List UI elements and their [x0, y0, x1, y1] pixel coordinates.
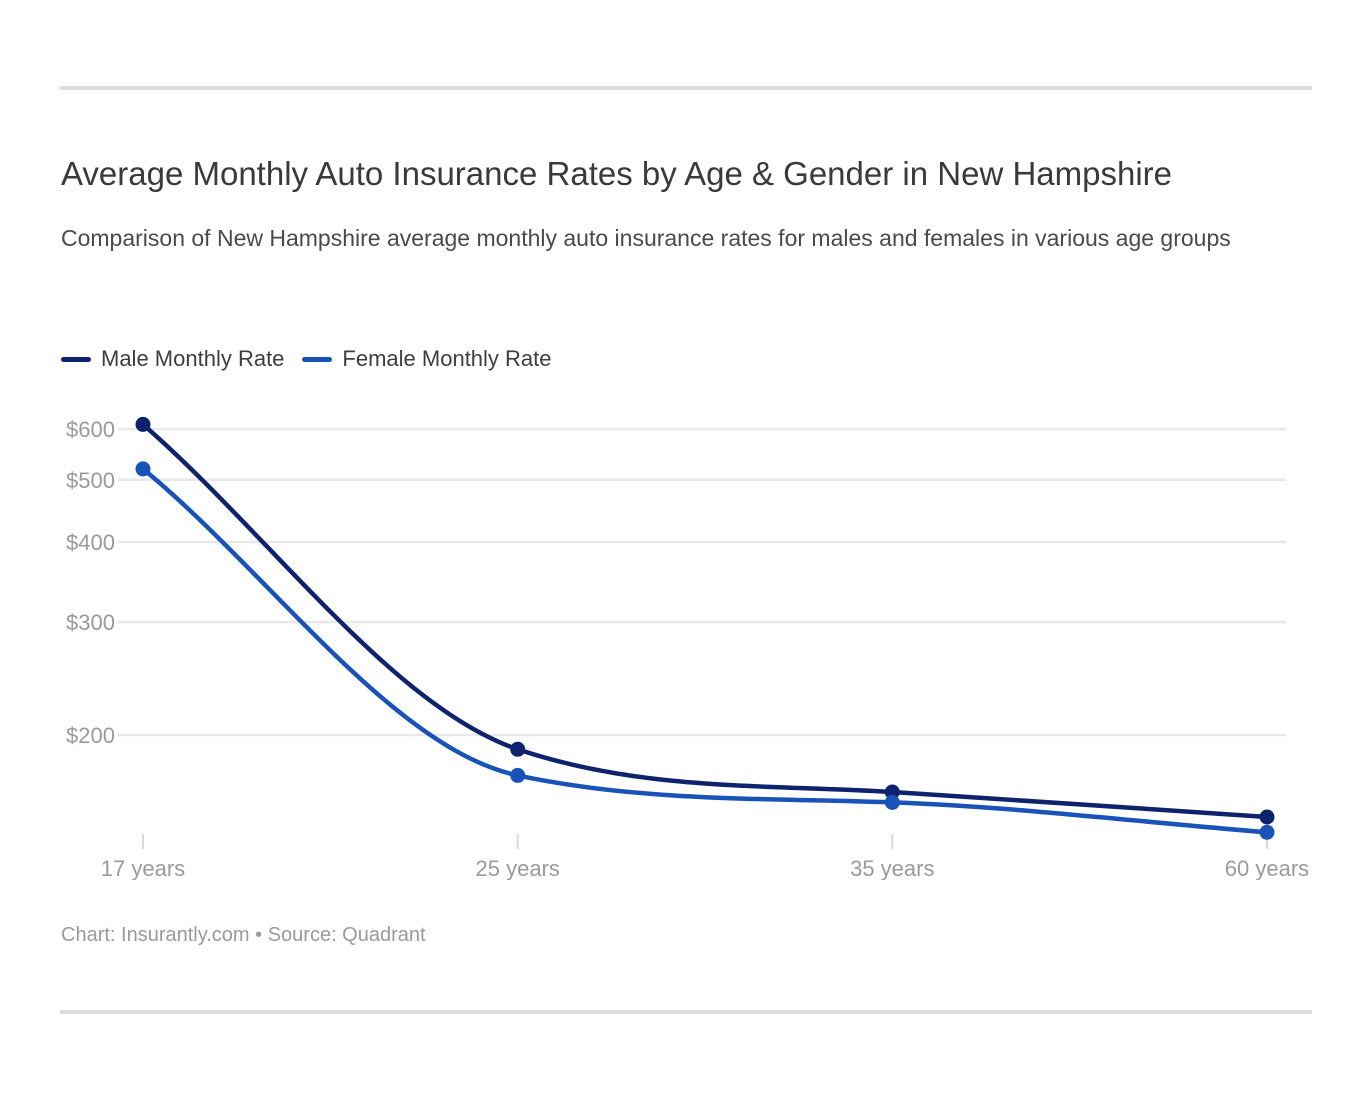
- x-axis-tick-label: 25 years: [476, 856, 560, 880]
- male-rate-line: [140, 422, 1270, 820]
- male-data-point[interactable]: [884, 784, 900, 800]
- male-data-point[interactable]: [510, 741, 526, 757]
- legend: Male Monthly Rate Female Monthly Rate: [61, 344, 552, 374]
- male-data-point[interactable]: [135, 416, 151, 432]
- x-axis-tick-label: 60 years: [1225, 856, 1309, 880]
- male-series-swatch-icon: [61, 356, 91, 362]
- female-rate-line: [140, 466, 1270, 835]
- chart-canvas: $600 $500 $400 $300 $200 17 years 25 years 35 y…: [66, 416, 1309, 881]
- female-data-point[interactable]: [1259, 824, 1275, 840]
- y-axis-tick-label: $400: [66, 530, 115, 555]
- x-axis-tick-label: 35 years: [850, 856, 934, 880]
- y-axis-tick-label: $600: [66, 417, 115, 442]
- female-data-point[interactable]: [510, 767, 526, 783]
- line-chart: $600 $500 $400 $300 $200 17 years 25 years 35 y…: [0, 400, 1372, 881]
- legend-label-female: Female Monthly Rate: [342, 346, 552, 371]
- y-axis-tick-label: $500: [66, 468, 115, 493]
- legend-item-female[interactable]: Female Monthly Rate: [302, 346, 552, 372]
- chart-title: Average Monthly Auto Insurance Rates by …: [61, 155, 1172, 192]
- y-axis-tick-label: $300: [66, 610, 115, 635]
- y-axis-tick-label: $200: [66, 723, 115, 748]
- chart-footer: Chart: Insurantly.com • Source: Quadrant: [61, 924, 426, 946]
- legend-item-male[interactable]: Male Monthly Rate: [61, 346, 284, 372]
- female-series-swatch-icon: [302, 356, 333, 362]
- female-data-point[interactable]: [135, 461, 151, 477]
- legend-label-male: Male Monthly Rate: [101, 346, 285, 371]
- x-axis-tick-label: 17 years: [101, 856, 185, 880]
- male-data-point[interactable]: [1259, 809, 1275, 825]
- female-data-point[interactable]: [884, 794, 900, 810]
- bottom-divider: [60, 1010, 1312, 1014]
- top-divider: [60, 86, 1312, 90]
- chart-subtitle: Comparison of New Hampshire average mont…: [61, 225, 1231, 251]
